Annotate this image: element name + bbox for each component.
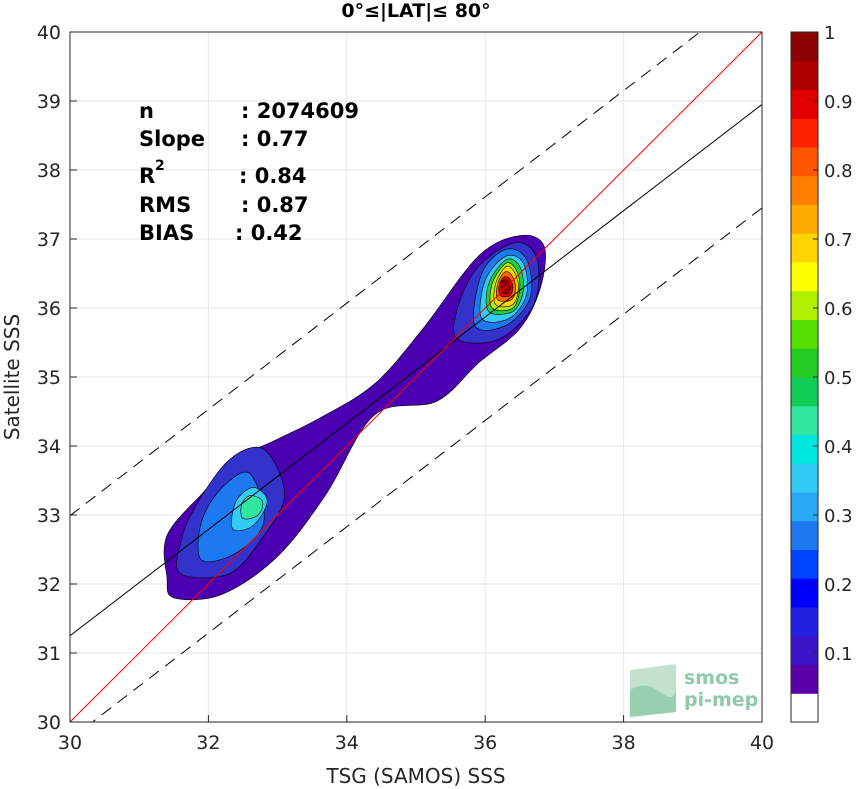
- colorbar-segment: [791, 377, 818, 407]
- colorbar-segment: [791, 492, 818, 522]
- stat-bias-label: BIAS: [139, 221, 194, 245]
- stat-n-label: n: [139, 99, 154, 123]
- x-tick-label: 34: [335, 732, 359, 754]
- colorbar-segment: [791, 693, 818, 723]
- colorbar-tick-label: 0.3: [824, 506, 853, 527]
- stat-r2-label: R: [139, 164, 155, 188]
- y-tick-label: 38: [37, 160, 61, 182]
- colorbar-segment: [791, 664, 818, 694]
- x-tick-label: 40: [750, 732, 774, 754]
- colorbar-segment: [791, 578, 818, 608]
- colorbar-segment: [791, 147, 818, 177]
- stat-rms-value: : 0.87: [241, 193, 309, 217]
- colorbar-segment: [791, 405, 818, 435]
- colorbar-segment: [791, 348, 818, 378]
- colorbar-segment: [791, 89, 818, 119]
- colorbar-tick-label: 0.4: [824, 437, 853, 458]
- colorbar-tick-label: 0.7: [824, 230, 853, 251]
- stat-n-value: : 2074609: [241, 99, 359, 123]
- y-tick-label: 36: [37, 298, 61, 320]
- stat-slope-label: Slope: [139, 127, 205, 151]
- colorbar-segment: [791, 607, 818, 637]
- y-tick-label: 31: [37, 643, 61, 665]
- colorbar-tick-label: 0.2: [824, 575, 853, 596]
- identity-line: [70, 32, 762, 722]
- x-tick-label: 38: [612, 732, 636, 754]
- stat-slope-value: : 0.77: [241, 127, 309, 151]
- reference-lines: [70, 32, 762, 722]
- colorbar-segment: [791, 204, 818, 234]
- statistics-box: n : 2074609 Slope : 0.77 R 2 : 0.84 RMS …: [139, 99, 359, 245]
- stat-rms-label: RMS: [139, 193, 191, 217]
- colorbar-tick-label: 0.6: [824, 299, 853, 320]
- x-tick-label: 36: [473, 732, 497, 754]
- colorbar-tick-label: 0.9: [824, 92, 853, 113]
- colorbar-tick-label: 0.8: [824, 161, 853, 182]
- colorbar-segment: [791, 290, 818, 320]
- fit-line: [70, 104, 762, 637]
- colorbar-segment: [791, 463, 818, 493]
- lower-band-line: [91, 207, 762, 722]
- colorbar: [791, 32, 818, 723]
- colorbar-segment: [791, 319, 818, 349]
- y-tick-label: 33: [37, 505, 61, 527]
- y-axis-ticks: 30 31 32 33 34 35 36 37 38 39 40: [37, 22, 77, 734]
- y-tick-label: 35: [37, 367, 61, 389]
- colorbar-segment: [791, 262, 818, 292]
- colorbar-tick-label: 0.1: [824, 644, 853, 665]
- chart-title: 0°≤|LAT|≤ 80°: [341, 0, 490, 22]
- logo-line1: smos: [684, 667, 739, 689]
- colorbar-tick-label: 0.5: [824, 368, 853, 389]
- colorbar-segment: [791, 233, 818, 263]
- colorbar-segment: [791, 118, 818, 148]
- stat-bias-value: : 0.42: [235, 221, 303, 245]
- x-axis-label: TSG (SAMOS) SSS: [325, 764, 505, 788]
- stat-r2-value: : 0.84: [239, 164, 307, 188]
- density-contour-0.45: [240, 495, 264, 520]
- y-tick-label: 40: [37, 22, 61, 44]
- colorbar-segment: [791, 635, 818, 665]
- y-tick-label: 39: [37, 91, 61, 113]
- y-tick-label: 30: [37, 712, 61, 734]
- upper-band-line: [70, 32, 701, 517]
- colorbar-segment: [791, 549, 818, 579]
- colorbar-segment: [791, 520, 818, 550]
- x-tick-label: 30: [58, 732, 82, 754]
- y-tick-label: 37: [37, 229, 61, 251]
- stat-r2-sup: 2: [155, 158, 165, 174]
- colorbar-segment: [791, 60, 818, 90]
- y-tick-label: 32: [37, 574, 61, 596]
- y-tick-label: 34: [37, 436, 61, 458]
- colorbar-segment: [791, 32, 818, 62]
- colorbar-segment: [791, 175, 818, 205]
- logo-glyph-wave-icon: [630, 685, 676, 717]
- colorbar-tick-label: 1: [824, 23, 835, 44]
- colorbar-ticks: 0.1 0.2 0.3 0.4 0.5 0.6 0.7 0.8 0.9 1: [813, 23, 853, 665]
- x-tick-label: 32: [196, 732, 220, 754]
- colorbar-segment: [791, 434, 818, 464]
- x-axis-ticks: 30 32 34 36 38 40: [58, 715, 774, 754]
- smos-pimep-logo: smos pi-mep: [630, 664, 758, 717]
- logo-line2: pi-mep: [684, 689, 758, 711]
- y-axis-label: Satellite SSS: [0, 314, 24, 440]
